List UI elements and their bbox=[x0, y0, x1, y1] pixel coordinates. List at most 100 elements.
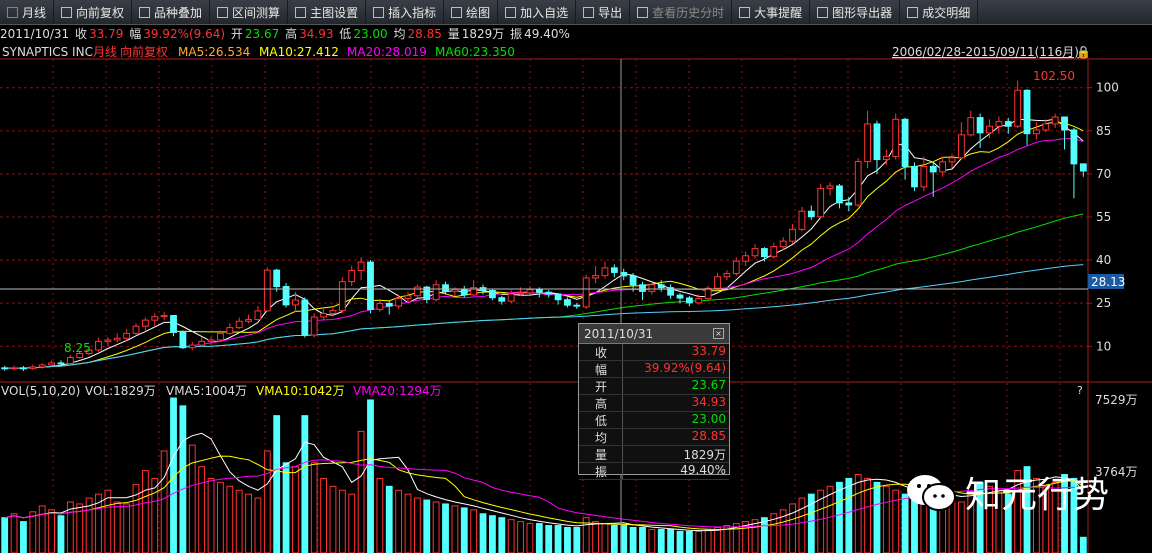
toolbar-item-label: 品种叠加 bbox=[154, 5, 203, 20]
volume-bar bbox=[338, 489, 346, 553]
candle bbox=[470, 280, 478, 296]
tooltip-row: 幅 39.92%(9.64) bbox=[579, 361, 729, 378]
toolbar-item-label: 查看历史分时 bbox=[652, 5, 725, 20]
toolbar-item-label: 月线 bbox=[22, 5, 47, 20]
volume-bar bbox=[367, 399, 374, 553]
volume-bar bbox=[104, 489, 112, 553]
toolbar-item-0[interactable]: 月线 bbox=[0, 0, 55, 24]
toolbar-item-label: 图形导出器 bbox=[832, 5, 893, 20]
candle bbox=[592, 265, 599, 284]
candle bbox=[789, 224, 796, 245]
tooltip-key: 低 bbox=[579, 412, 623, 428]
candle bbox=[1023, 89, 1031, 146]
volume-bar bbox=[1023, 466, 1031, 553]
volume-bar bbox=[751, 519, 759, 553]
chat-bubble-icon bbox=[907, 475, 956, 511]
volume-bar bbox=[742, 521, 750, 553]
toolbar-item-label: 绘图 bbox=[466, 5, 491, 20]
volume-bar bbox=[29, 511, 37, 553]
candle bbox=[85, 346, 93, 356]
toolbar-item-8[interactable]: 导出 bbox=[576, 0, 631, 24]
candle bbox=[10, 365, 18, 371]
candle bbox=[245, 314, 252, 324]
close-icon[interactable]: × bbox=[713, 328, 724, 339]
toolbar-item-7[interactable]: 加入自选 bbox=[498, 0, 577, 24]
volume-bar bbox=[554, 525, 562, 553]
chart-icon bbox=[637, 6, 649, 18]
candle bbox=[873, 120, 881, 174]
volume-bar bbox=[376, 477, 384, 553]
toolbar-item-1[interactable]: 向前复权 bbox=[54, 0, 133, 24]
volume-bar bbox=[188, 444, 196, 553]
volume-bar bbox=[423, 499, 431, 553]
candle bbox=[526, 285, 534, 295]
watermark: 知元行势 bbox=[905, 466, 1109, 518]
vol-value-label: VOL:1829万 bbox=[85, 384, 156, 398]
tooltip-key: 均 bbox=[579, 429, 623, 445]
volume-bar bbox=[470, 509, 478, 553]
candle bbox=[629, 273, 637, 292]
volume-bar bbox=[761, 517, 768, 553]
candle bbox=[695, 294, 703, 305]
toolbar-item-11[interactable]: 图形导出器 bbox=[810, 0, 901, 24]
swing-label: 振 bbox=[510, 27, 523, 41]
swing-value: 49.40% bbox=[524, 26, 570, 41]
candle bbox=[376, 298, 384, 312]
toolbar-item-label: 导出 bbox=[598, 5, 623, 20]
tooltip-header: 2011/10/31 × bbox=[579, 324, 729, 344]
candle bbox=[995, 116, 1003, 134]
volume-bar bbox=[413, 497, 421, 553]
toolbar-item-label: 插入指标 bbox=[388, 5, 437, 20]
toolbar-item-label: 成交明细 bbox=[922, 5, 971, 20]
volume-bar bbox=[385, 485, 393, 553]
candle bbox=[179, 330, 187, 350]
candle bbox=[29, 364, 37, 370]
toolbar-item-6[interactable]: 绘图 bbox=[444, 0, 499, 24]
toolbar-item-12[interactable]: 成交明细 bbox=[900, 0, 979, 24]
candle bbox=[882, 149, 890, 166]
candle bbox=[151, 313, 159, 327]
price-chart[interactable]: 28.13 SYNAPTICS INC 月线 向前复权 MA5:26.534 M… bbox=[0, 42, 1152, 553]
tooltip-key: 量 bbox=[579, 446, 623, 462]
candle bbox=[957, 122, 965, 160]
candle bbox=[1042, 119, 1050, 133]
tooltip-row: 均 28.85 bbox=[579, 429, 729, 446]
volume-bar bbox=[310, 462, 318, 553]
volume-bar bbox=[986, 485, 993, 553]
candle bbox=[939, 156, 947, 177]
volume-bar bbox=[648, 528, 656, 553]
vol-label: 量 bbox=[447, 27, 460, 41]
candle bbox=[751, 244, 759, 259]
volume-bar bbox=[714, 526, 721, 553]
candle bbox=[207, 336, 215, 345]
toolbar-item-9[interactable]: 查看历史分时 bbox=[630, 0, 733, 24]
candle bbox=[479, 284, 487, 295]
volume-bar bbox=[245, 493, 252, 553]
candle bbox=[864, 110, 871, 169]
ma60-label: MA60:23.350 bbox=[435, 45, 515, 59]
toolbar-item-4[interactable]: 主图设置 bbox=[288, 0, 367, 24]
candle bbox=[817, 183, 825, 219]
volume-bar bbox=[357, 430, 365, 553]
volume-bar bbox=[695, 530, 703, 553]
volume-bar bbox=[854, 474, 862, 553]
lock-icon[interactable]: 🔒 bbox=[1076, 45, 1091, 59]
toolbar-item-5[interactable]: 插入指标 bbox=[366, 0, 445, 24]
volume-bar bbox=[329, 485, 337, 553]
candle bbox=[657, 280, 665, 292]
high-value: 34.93 bbox=[299, 26, 334, 41]
candle bbox=[1, 365, 9, 371]
volume-bar bbox=[667, 528, 675, 553]
candle bbox=[610, 264, 618, 278]
candle bbox=[160, 311, 168, 321]
toolbar-item-2[interactable]: 品种叠加 bbox=[132, 0, 211, 24]
candle bbox=[554, 293, 562, 305]
candle bbox=[545, 290, 553, 298]
candle bbox=[573, 303, 581, 309]
tooltip-value: 28.85 bbox=[691, 429, 726, 443]
toolbar-item-3[interactable]: 区间测算 bbox=[210, 0, 289, 24]
candle bbox=[564, 297, 571, 308]
help-icon[interactable]: ? bbox=[1077, 384, 1083, 397]
toolbar-item-10[interactable]: 大事提醒 bbox=[732, 0, 811, 24]
candle bbox=[704, 285, 712, 301]
